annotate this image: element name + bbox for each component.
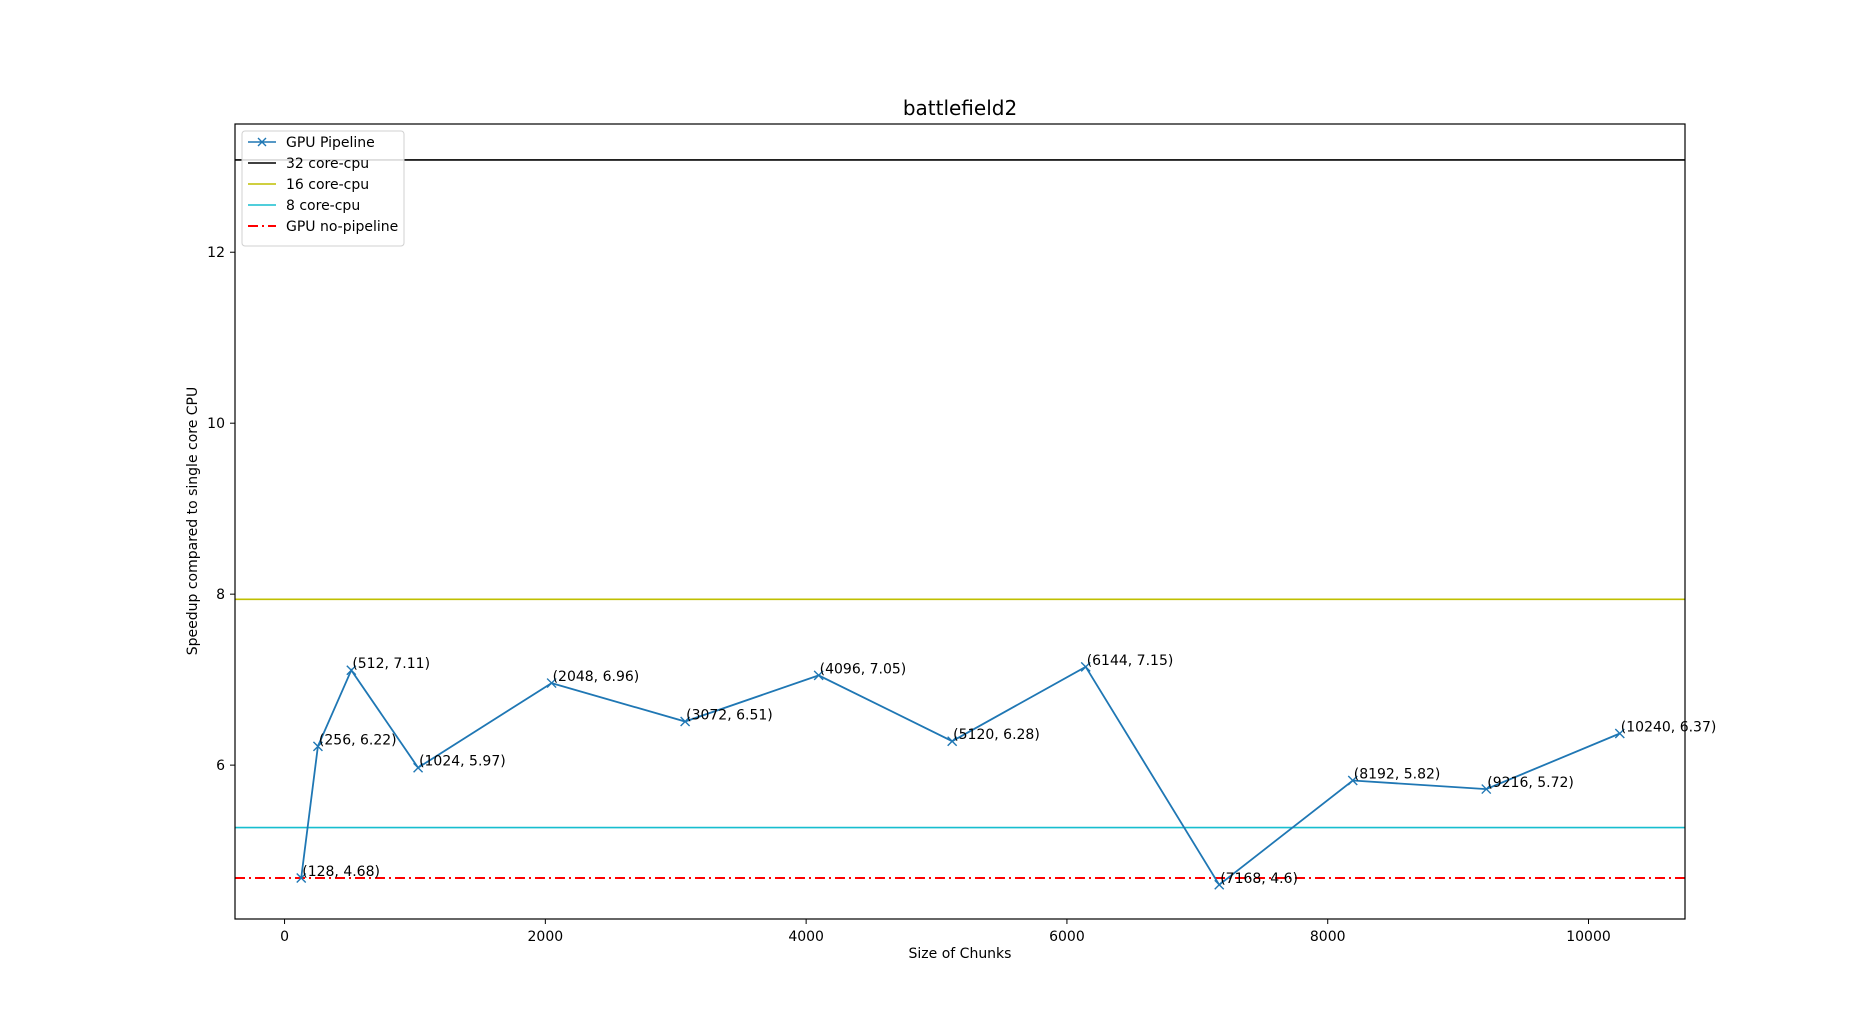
data-point-label: (7168, 4.6) [1220,871,1298,887]
plot-frame [234,123,1686,920]
y-tick-label: 10 [207,416,225,432]
data-point-marker [680,716,691,727]
data-point-label: (128, 4.68) [302,864,380,880]
x-axis-label: Size of Chunks [909,946,1012,962]
data-point-label: (1024, 5.97) [419,754,506,770]
legend-entry-label: 32 core-cpu [286,156,369,172]
data-point-label: (9216, 5.72) [1487,775,1574,791]
data-point-label: (3072, 6.51) [686,708,773,724]
y-axis: 6 8 10 12 [207,245,235,774]
data-point-label: (4096, 7.05) [820,661,907,677]
data-point-label: (2048, 6.96) [553,669,640,685]
y-tick-label: 12 [207,245,225,261]
legend-entry-label: 8 core-cpu [286,198,360,214]
chart-title: battlefield2 [903,96,1017,120]
data-point-marker [346,665,357,676]
data-point-label: (8192, 5.82) [1354,767,1441,783]
data-point-marker [947,736,958,747]
legend-marker [257,137,267,147]
data-point-marker [296,872,307,883]
data-point-marker [1347,775,1358,786]
data-point-label: (512, 7.11) [352,656,430,672]
y-tick-label: 8 [216,587,225,603]
data-point-label: (10240, 6.37) [1621,720,1717,736]
x-tick-label: 4000 [788,929,824,945]
data-point-marker [312,741,323,752]
x-tick-label: 8000 [1310,929,1346,945]
data-point-marker [546,678,557,689]
y-axis-label: Speedup compared to single core CPU [185,387,201,656]
plot-content: (128, 4.68) (256, 6.22) (512, 7.11) (1024, … [235,159,1717,890]
data-point-label: (256, 6.22) [319,732,397,748]
x-tick-label: 2000 [528,929,564,945]
data-point-marker [1214,879,1225,890]
x-axis: 0 2000 4000 6000 8000 10000 [280,919,1611,945]
x-tick-label: 6000 [1049,929,1085,945]
y-tick-label: 6 [216,758,225,774]
data-point-marker [813,670,824,681]
data-point-label: (5120, 6.28) [953,727,1040,743]
x-tick-label: 0 [280,929,289,945]
legend-entry-label: 16 core-cpu [286,177,369,193]
data-point-label: (6144, 7.15) [1087,653,1174,669]
legend-entry-label: GPU Pipeline [286,135,375,151]
legend-entry-label: GPU no-pipeline [286,219,398,235]
legend-box [241,130,405,247]
x-tick-label: 10000 [1566,929,1611,945]
data-point-marker [1080,661,1091,672]
data-point-marker [413,762,424,773]
data-point-marker [1481,784,1492,795]
legend: GPU Pipeline 32 core-cpu 16 core-cpu 8 core… [241,130,405,247]
data-point-marker [1614,728,1625,739]
